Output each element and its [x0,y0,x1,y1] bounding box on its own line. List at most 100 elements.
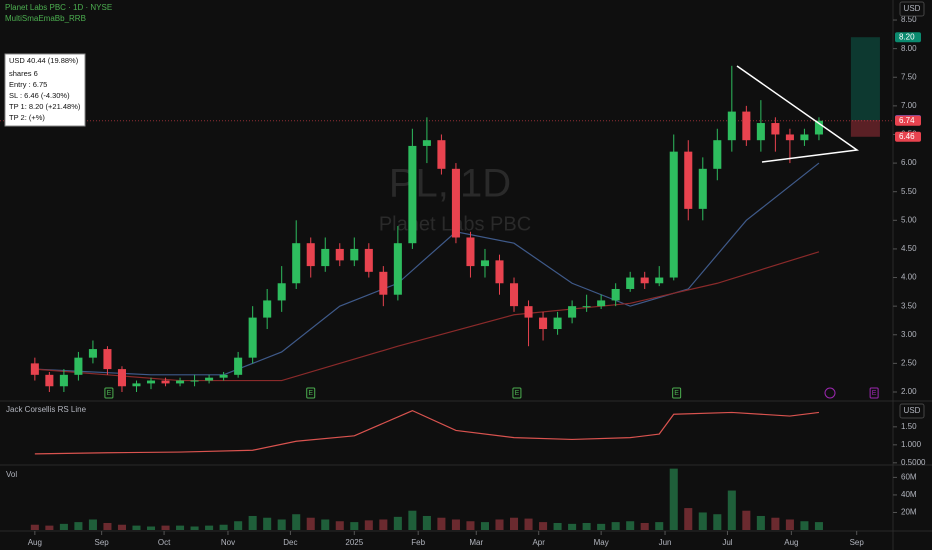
candle-body [292,243,301,284]
candle-body [248,317,257,358]
candle-body [45,374,54,387]
y-tick-label: 20M [901,508,917,517]
x-tick-label: Jun [659,538,672,547]
candle-body [684,151,693,209]
candle-body [626,277,635,289]
y-tick-label: 3.50 [901,301,917,310]
volume-bar [306,517,315,530]
volume-bar [219,524,228,530]
candle-body [393,243,402,295]
earnings-label: E [674,390,679,397]
x-tick-label: Sep [850,538,865,547]
volume-bar [364,520,373,530]
indicator-name: MultiSmaEmaBb_RRB [5,14,86,23]
volume-bar [408,510,417,530]
volume-bar [669,468,678,530]
x-tick-label: Sep [95,538,110,547]
candle-body [756,123,765,141]
candle-body [480,260,490,267]
volume-bar [103,522,112,530]
volume-bar [335,521,344,530]
price-tag-label: 6.74 [899,116,915,125]
volume-bar [161,525,170,530]
currency[interactable]: USD [904,4,921,13]
volume-bar [756,515,765,530]
volume-bar [597,523,606,530]
candle-body [59,374,68,387]
plot-area: 2.002.503.003.504.004.505.005.506.006.50… [0,15,926,547]
earnings-marker [869,387,879,399]
candle-body [800,134,809,141]
x-tick-label: May [594,538,609,547]
volume-bar [582,522,591,530]
volume-bar [568,523,577,530]
candle-body [146,380,156,384]
candle-body [306,243,315,267]
volume-bar [30,524,39,530]
candle-body [103,349,112,370]
price-tag [895,115,921,126]
candle-body [350,248,359,261]
candle-body [422,140,431,146]
volume-bar [626,521,635,530]
target-zone [850,37,880,121]
x-tick-label: Feb [411,538,425,547]
earnings-marker [672,387,682,399]
volume-bar [248,515,257,530]
volume-bar [451,519,460,530]
currency[interactable]: USD [904,406,921,415]
x-tick-label: Aug [784,538,798,547]
x-tick-label: Jul [722,538,732,547]
currency-button[interactable] [899,403,925,419]
price-tag [895,131,921,142]
price-tag [895,32,921,43]
volume-bar [59,523,68,530]
volume-bar [205,525,214,530]
y-tick-label: 1.50 [901,422,917,431]
candle-body [568,306,577,318]
volume-bar [655,522,664,530]
volume-bar [132,525,141,530]
position-info-line: SL : 6.46 (-4.30%) [9,91,70,100]
candle-body [466,237,475,267]
y-tick-label: 1.000 [901,440,922,449]
candle-body [655,277,664,284]
volume-bar [379,519,388,530]
y-tick-label: 4.50 [901,244,917,253]
candle-body [611,288,620,301]
position-info-line: Entry : 6.75 [9,80,47,89]
currency-button[interactable] [899,1,925,17]
volume-bar [742,510,751,530]
candle-body [30,363,39,375]
rs-line [34,409,820,455]
dividend-icon [824,387,836,399]
y-tick-label: 0.5000 [901,458,926,467]
volume-bar [263,517,272,530]
candle-body [74,357,83,375]
volume-bar [524,518,533,530]
y-tick-label: 7.50 [901,72,917,81]
candle-body [321,248,330,267]
volume-bar [785,519,794,530]
candle-body [190,380,199,382]
volume-bar [539,522,548,530]
candle-body [713,140,722,169]
y-tick-label: 7.00 [901,101,917,110]
candle-body [205,377,214,381]
volume-bar [321,519,330,530]
candle-body [234,357,243,375]
x-tick-label: Aug [28,538,42,547]
candle-body [132,383,141,387]
candle-body [176,380,185,384]
watermark-symbol: PL, 1D [389,162,511,206]
x-tick-label: 2025 [345,538,363,547]
volume-bar [509,517,519,530]
position-info-box [4,53,86,127]
volume-bar [146,526,156,530]
candle-body [451,168,460,238]
volume-bar [393,516,402,530]
y-tick-label: 5.00 [901,215,917,224]
candle-body [524,306,533,318]
volume-bar [74,522,83,530]
candle-body [771,123,780,135]
